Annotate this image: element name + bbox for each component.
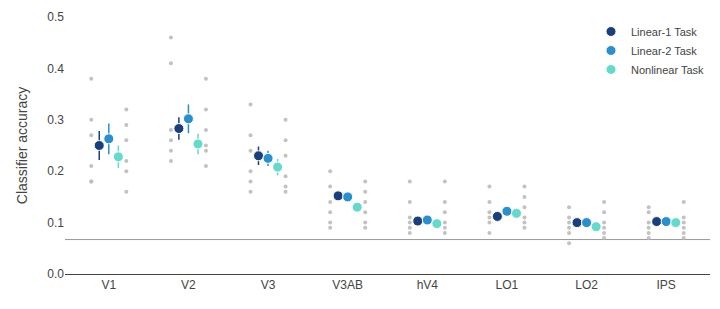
svg-text:0.3: 0.3 <box>47 113 64 127</box>
svg-text:0.5: 0.5 <box>47 10 64 24</box>
svg-text:0.0: 0.0 <box>47 267 64 281</box>
svg-text:V1: V1 <box>101 278 116 292</box>
svg-text:0.2: 0.2 <box>47 164 64 178</box>
svg-text:V3: V3 <box>261 278 276 292</box>
svg-text:Classifier accuracy: Classifier accuracy <box>14 87 30 204</box>
svg-text:0.4: 0.4 <box>47 62 64 76</box>
svg-text:V3AB: V3AB <box>332 278 363 292</box>
svg-text:LO2: LO2 <box>575 278 598 292</box>
svg-text:IPS: IPS <box>657 278 676 292</box>
svg-text:Linear-2 Task: Linear-2 Task <box>631 45 697 57</box>
svg-text:Linear-1 Task: Linear-1 Task <box>631 26 697 38</box>
svg-text:hV4: hV4 <box>417 278 439 292</box>
svg-text:Nonlinear Task: Nonlinear Task <box>631 64 704 76</box>
svg-text:0.1: 0.1 <box>47 216 64 230</box>
svg-text:V2: V2 <box>181 278 196 292</box>
svg-text:LO1: LO1 <box>496 278 519 292</box>
